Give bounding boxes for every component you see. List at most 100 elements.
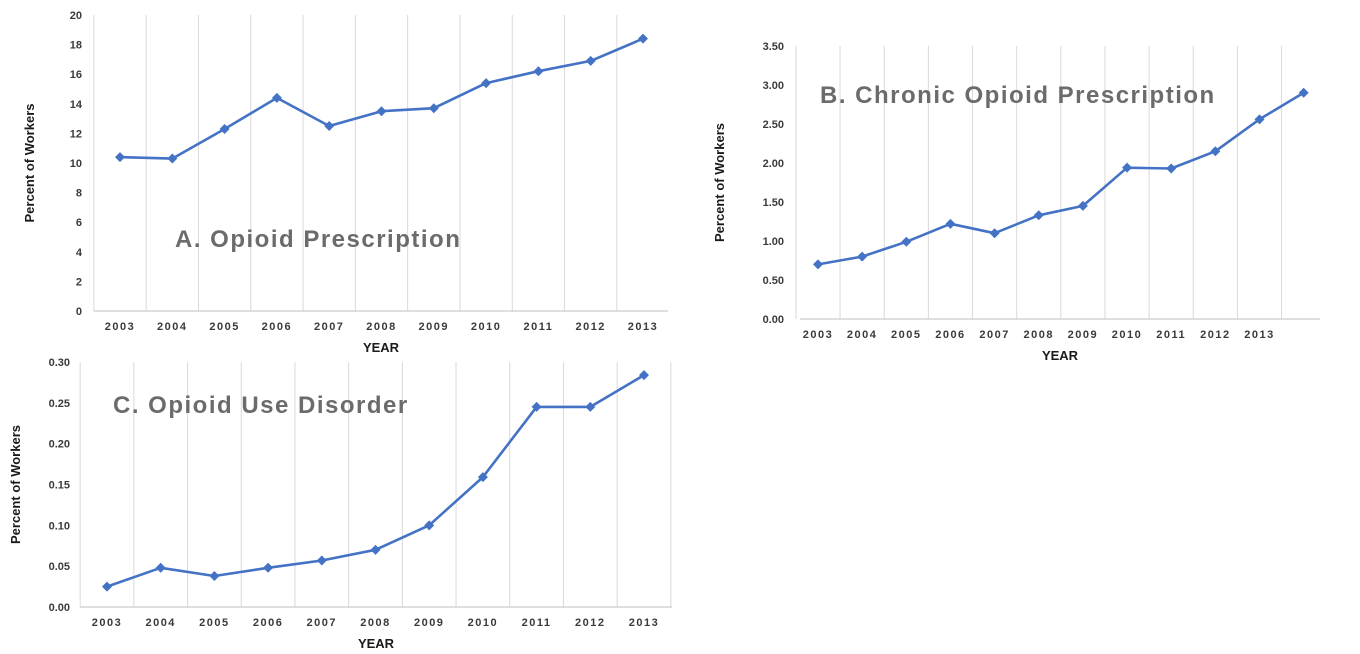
y-tick-c-2: 0.10 xyxy=(49,520,70,532)
data-point-b-9 xyxy=(1210,146,1221,157)
y-tick-c-3: 0.15 xyxy=(49,480,70,492)
y-tick-a-9: 18 xyxy=(70,40,82,52)
chart-title-c: C. Opioid Use Disorder xyxy=(113,392,409,419)
data-point-b-3 xyxy=(945,218,956,229)
y-tick-b-4: 2.00 xyxy=(763,158,784,170)
data-point-b-7 xyxy=(1122,162,1133,173)
x-tick-b-7: 2010 xyxy=(1112,329,1142,341)
x-tick-b-0: 2003 xyxy=(803,329,833,341)
y-axis-label-c: Percent of Workers xyxy=(8,425,23,544)
y-tick-b-7: 3.50 xyxy=(763,41,784,53)
x-tick-a-9: 2012 xyxy=(575,321,605,333)
x-tick-c-8: 2011 xyxy=(522,617,552,629)
y-tick-a-6: 12 xyxy=(70,128,82,140)
data-point-a-8 xyxy=(533,66,544,77)
data-point-b-5 xyxy=(1033,210,1044,221)
series-line-b xyxy=(817,91,1305,266)
x-tick-b-3: 2006 xyxy=(935,329,965,341)
data-point-c-9 xyxy=(585,401,596,412)
x-tick-c-10: 2013 xyxy=(629,617,659,629)
x-tick-b-2: 2005 xyxy=(891,329,921,341)
data-point-a-3 xyxy=(271,92,282,103)
data-point-b-0 xyxy=(813,259,823,270)
data-point-a-5 xyxy=(376,106,387,117)
y-tick-b-2: 1.00 xyxy=(763,236,784,248)
y-tick-c-0: 0.00 xyxy=(49,602,70,614)
y-tick-c-6: 0.30 xyxy=(49,357,70,369)
x-tick-a-6: 2009 xyxy=(419,321,449,333)
x-tick-b-5: 2008 xyxy=(1024,329,1054,341)
y-tick-a-10: 20 xyxy=(70,10,82,22)
data-point-b-10 xyxy=(1254,114,1265,125)
x-tick-a-8: 2011 xyxy=(523,321,553,333)
x-tick-c-2: 2005 xyxy=(199,617,229,629)
data-point-c-7 xyxy=(477,472,488,483)
x-tick-c-5: 2008 xyxy=(360,617,390,629)
x-tick-a-7: 2010 xyxy=(471,321,501,333)
y-tick-b-0: 0.00 xyxy=(763,314,784,326)
y-tick-b-3: 1.50 xyxy=(763,197,784,209)
x-tick-b-6: 2009 xyxy=(1068,329,1098,341)
data-point-a-9 xyxy=(585,55,596,66)
data-point-c-0 xyxy=(102,581,112,592)
y-tick-a-5: 10 xyxy=(70,158,82,170)
data-point-c-8 xyxy=(531,401,542,412)
y-tick-b-1: 0.50 xyxy=(763,275,784,287)
x-tick-a-0: 2003 xyxy=(105,321,135,333)
data-point-b-8 xyxy=(1166,163,1177,174)
y-tick-a-3: 6 xyxy=(76,217,82,229)
data-point-a-4 xyxy=(324,121,335,131)
chart-title-a: A. Opioid Prescription xyxy=(175,226,461,253)
data-point-b-11 xyxy=(1298,87,1309,98)
data-point-c-6 xyxy=(424,520,435,531)
data-point-a-10 xyxy=(638,33,648,44)
y-tick-a-7: 14 xyxy=(70,99,83,111)
x-tick-b-4: 2007 xyxy=(979,329,1009,341)
data-point-b-2 xyxy=(901,236,912,247)
x-tick-a-4: 2007 xyxy=(314,321,344,333)
data-point-c-3 xyxy=(263,562,274,573)
data-point-a-7 xyxy=(481,78,492,89)
data-point-a-6 xyxy=(428,103,439,114)
data-point-c-10 xyxy=(639,370,649,381)
x-tick-c-1: 2004 xyxy=(145,617,175,629)
x-tick-c-4: 2007 xyxy=(307,617,337,629)
x-tick-b-9: 2012 xyxy=(1200,329,1230,341)
y-tick-b-6: 3.00 xyxy=(763,80,784,92)
y-axis-label-a: Percent of Workers xyxy=(22,104,37,223)
data-point-b-4 xyxy=(989,228,1000,239)
x-tick-b-10: 2013 xyxy=(1244,329,1274,341)
y-tick-c-4: 0.20 xyxy=(49,439,70,451)
x-axis-label-a: YEAR xyxy=(363,340,400,355)
x-tick-b-1: 2004 xyxy=(847,329,877,341)
data-point-c-1 xyxy=(155,562,166,573)
x-tick-c-6: 2009 xyxy=(414,617,444,629)
y-tick-c-5: 0.25 xyxy=(49,398,70,410)
x-tick-a-1: 2004 xyxy=(157,321,187,333)
chart-title-b: B. Chronic Opioid Prescription xyxy=(820,82,1216,109)
y-tick-c-1: 0.05 xyxy=(49,561,70,573)
data-point-a-1 xyxy=(167,153,178,164)
data-point-c-2 xyxy=(209,570,220,581)
data-point-b-6 xyxy=(1077,200,1088,211)
y-tick-a-8: 16 xyxy=(70,69,82,81)
x-axis-label-c: YEAR xyxy=(358,636,395,651)
x-tick-c-7: 2010 xyxy=(468,617,498,629)
y-tick-b-5: 2.50 xyxy=(763,119,784,131)
x-tick-c-3: 2006 xyxy=(253,617,283,629)
x-tick-c-0: 2003 xyxy=(92,617,122,629)
x-tick-c-9: 2012 xyxy=(575,617,605,629)
data-point-b-1 xyxy=(857,251,868,262)
x-tick-a-10: 2013 xyxy=(628,321,658,333)
data-point-c-5 xyxy=(370,544,381,555)
x-tick-a-3: 2006 xyxy=(262,321,292,333)
data-point-a-2 xyxy=(219,123,230,134)
y-tick-a-2: 4 xyxy=(76,247,83,259)
x-tick-a-2: 2005 xyxy=(209,321,239,333)
x-tick-a-5: 2008 xyxy=(366,321,396,333)
y-tick-a-0: 0 xyxy=(76,306,82,318)
y-tick-a-1: 2 xyxy=(76,276,82,288)
data-point-c-4 xyxy=(316,555,327,566)
y-tick-a-4: 8 xyxy=(76,188,82,200)
